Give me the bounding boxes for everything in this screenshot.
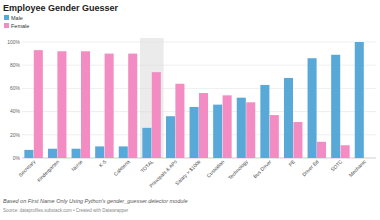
bar	[260, 85, 269, 158]
bar	[57, 51, 66, 158]
bar	[237, 98, 246, 158]
x-tick-label: Cafeteria	[112, 158, 131, 177]
bar	[128, 54, 137, 158]
x-tick-label: Principals & APs	[148, 158, 179, 189]
x-tick-label: Mechanic	[348, 158, 368, 178]
bar	[166, 116, 175, 158]
x-tick-label: Secretary	[17, 158, 37, 178]
x-tick-label: Technology	[227, 158, 249, 180]
legend-swatch	[4, 23, 9, 28]
bar	[72, 149, 81, 158]
y-tick-label: 80%	[10, 62, 21, 68]
x-tick-label: Salary > $100k	[174, 158, 202, 186]
bar	[81, 51, 90, 158]
bar	[199, 93, 208, 158]
x-tick-label: Bus Driver	[252, 158, 273, 179]
x-tick-label: Driver Ed	[301, 158, 320, 177]
x-tick-label: SOTC	[329, 158, 343, 172]
legend-label: Female	[11, 23, 29, 29]
legend-entry: Male	[4, 15, 23, 21]
title: Employee Gender Guesser	[3, 3, 119, 13]
bar	[308, 58, 317, 158]
x-tick-label: Nurse	[70, 158, 84, 172]
bar	[190, 107, 199, 158]
y-tick-label: 60%	[10, 85, 21, 91]
bar	[105, 54, 114, 158]
bar	[213, 105, 222, 158]
legend-entry: Female	[4, 23, 29, 29]
bar	[142, 128, 151, 158]
source: Source: dataprofiles.substack.com • Crea…	[3, 208, 129, 213]
y-tick-label: 0%	[13, 155, 21, 161]
y-tick-label: 40%	[10, 108, 21, 114]
bar	[331, 55, 340, 158]
x-tick-label: Custodian	[205, 158, 225, 178]
bar	[284, 78, 293, 158]
bar	[355, 42, 364, 158]
bar	[175, 84, 184, 158]
bar	[34, 50, 43, 158]
x-tick-label: Kindergarten	[36, 158, 61, 183]
bar	[24, 150, 33, 158]
y-tick-label: 100%	[7, 39, 20, 45]
bar	[317, 142, 326, 158]
grid-line	[22, 65, 376, 66]
bar	[341, 145, 350, 158]
bar	[246, 102, 255, 158]
x-tick-label: TOTAL	[139, 158, 154, 173]
bar	[270, 115, 279, 158]
bar	[48, 149, 57, 158]
chart: Employee Gender Guesser Male Female 0% 20% 40…	[0, 0, 380, 220]
bar	[293, 122, 302, 158]
bar	[95, 146, 104, 158]
bar	[223, 95, 232, 158]
bar	[119, 146, 128, 158]
legend-swatch	[4, 15, 9, 20]
y-tick-label: 20%	[10, 132, 21, 138]
legend-label: Male	[11, 15, 23, 21]
highlight-band	[140, 38, 164, 158]
bars	[24, 42, 363, 158]
grid-line	[22, 42, 376, 43]
bar	[152, 72, 161, 158]
grid-line	[22, 88, 376, 89]
caption: Based on First Name Only Using Python's …	[3, 198, 188, 204]
x-tick-label: PE	[287, 158, 296, 167]
bar	[364, 158, 373, 159]
x-tick-label: K-5	[98, 158, 108, 168]
